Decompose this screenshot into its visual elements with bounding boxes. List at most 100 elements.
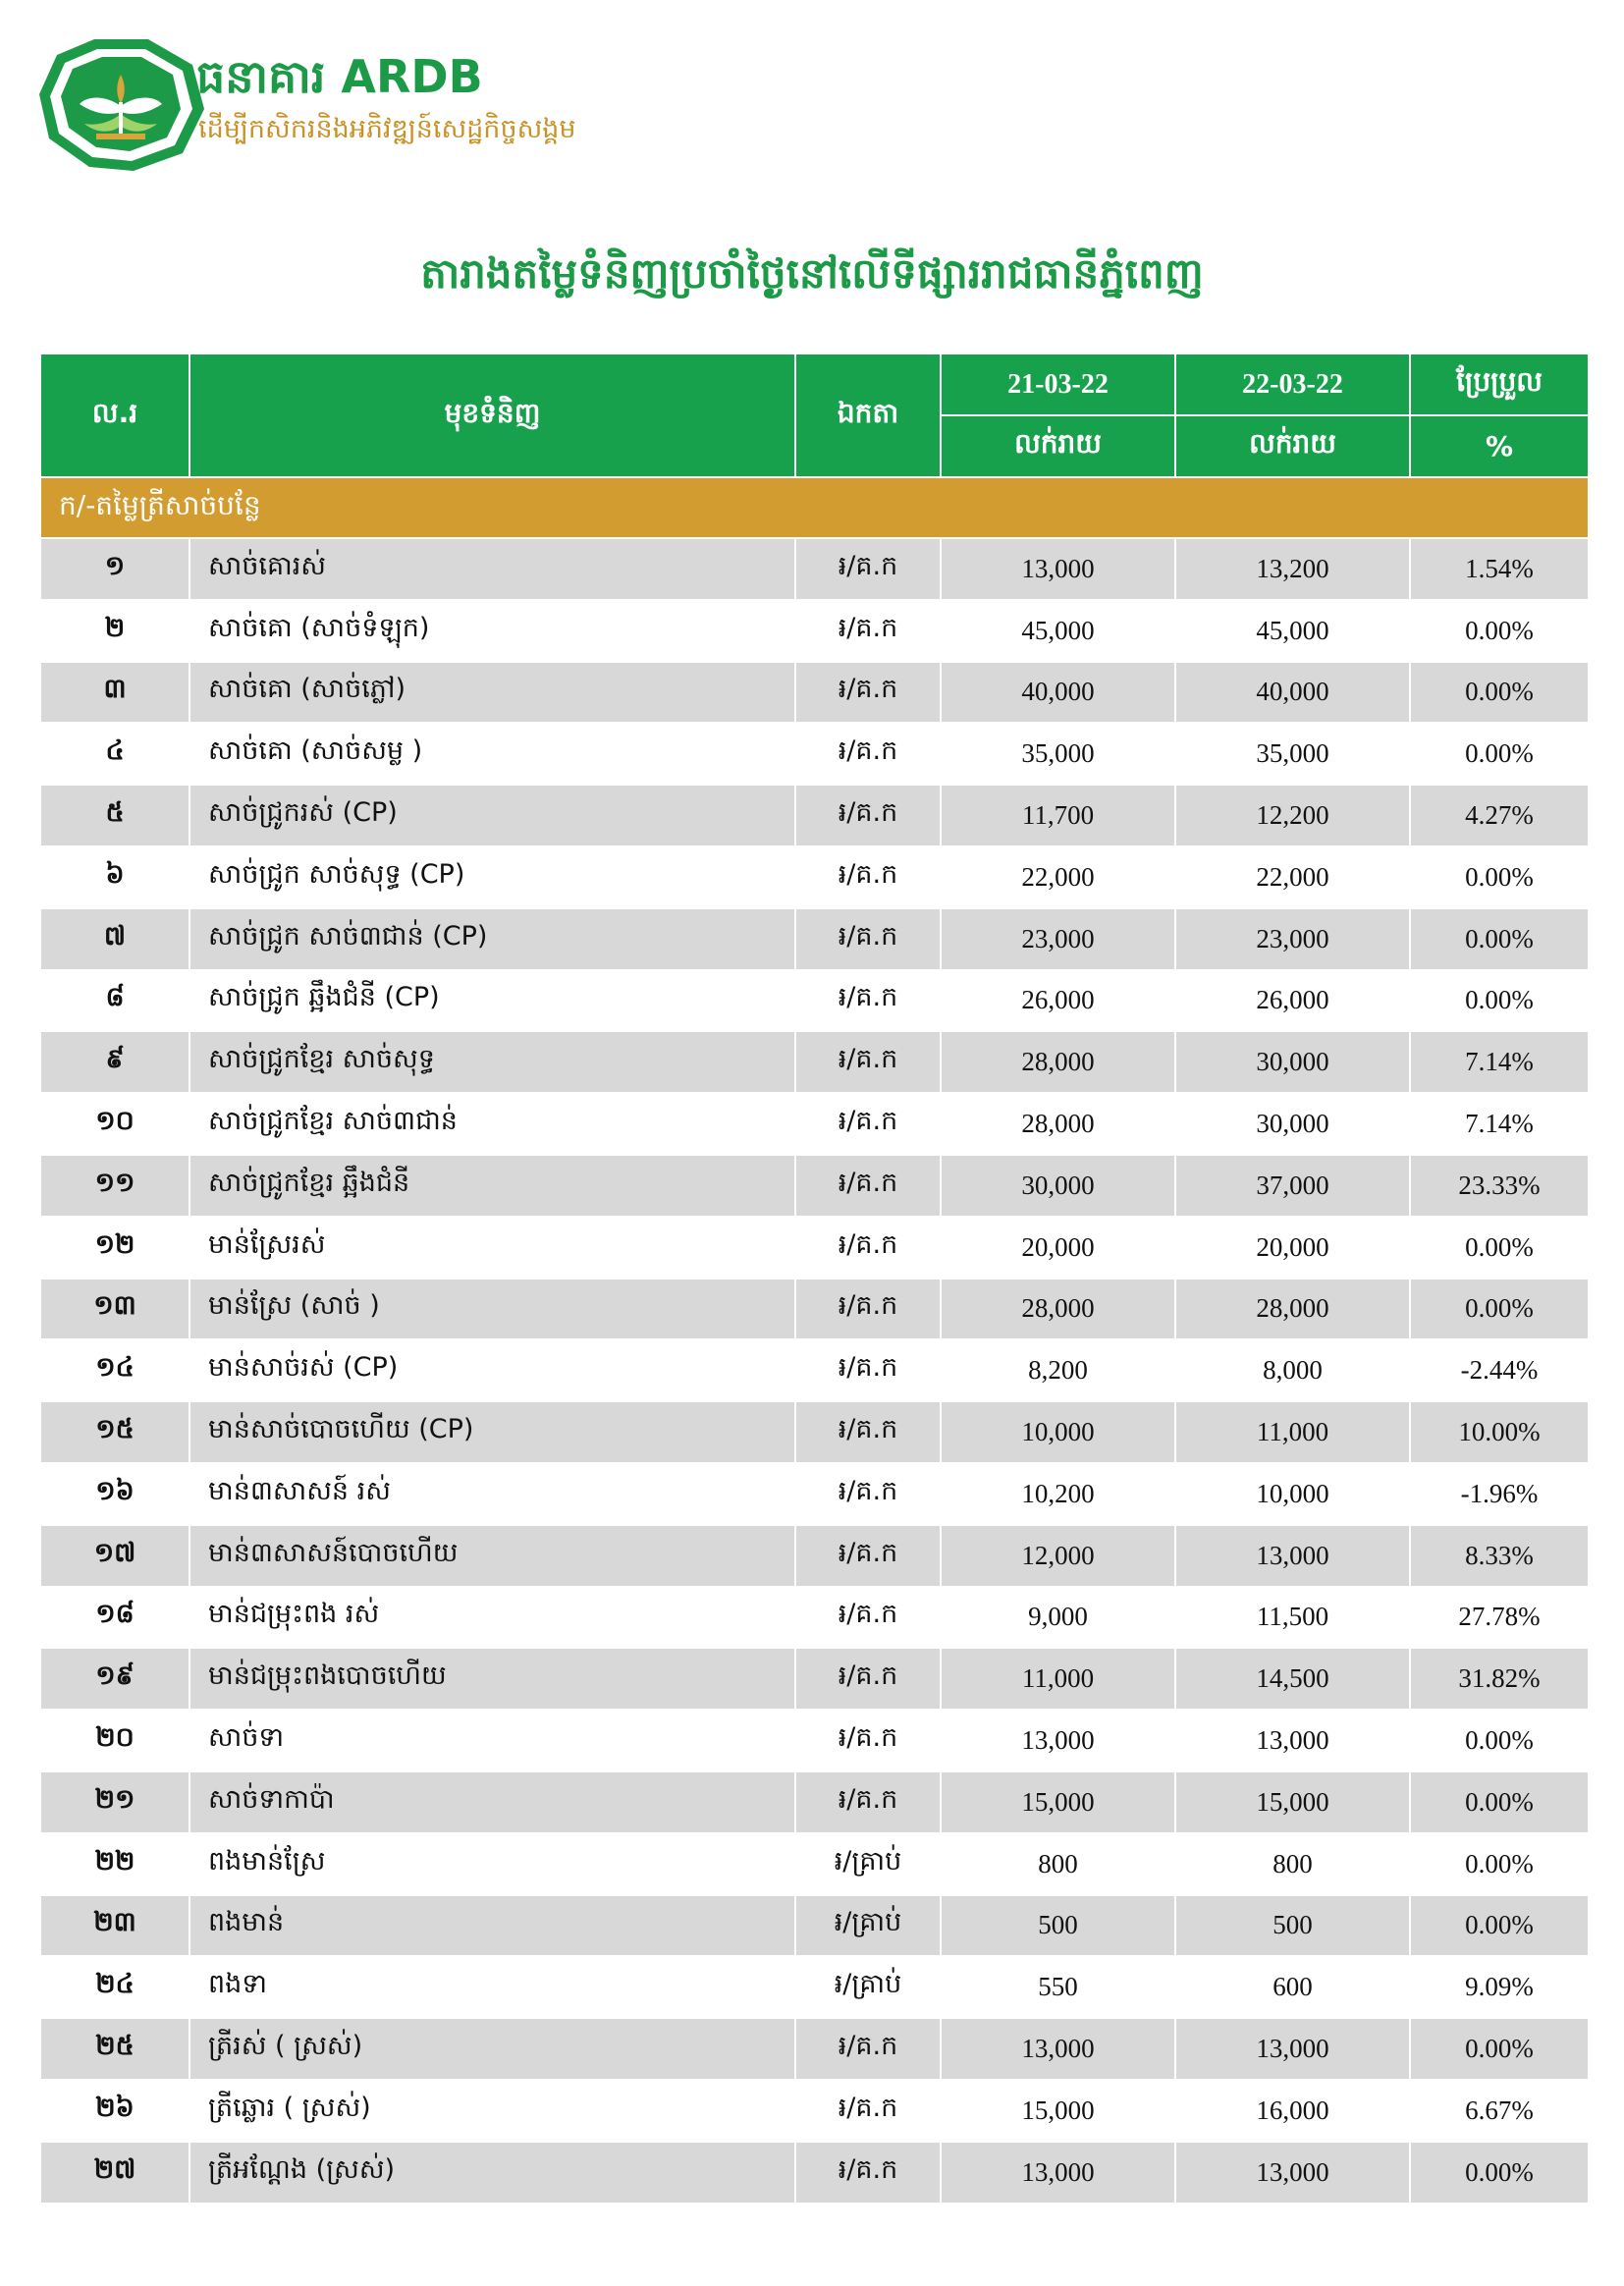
table-cell: ១១ bbox=[39, 1153, 190, 1218]
table-row: ៨សាច់ជ្រូក ឆ្អឹងជំនី (CP) ៛/គ.ក 26,000 26,0… bbox=[39, 968, 1590, 1033]
table-cell: សាច់ជ្រូក សាច់សុទ្ធ (CP) bbox=[189, 844, 796, 909]
table-cell: មាន់សាច់បោចហើយ (CP) bbox=[189, 1400, 796, 1464]
table-cell: ១៤ bbox=[39, 1338, 190, 1403]
table-cell: 600 bbox=[1174, 1955, 1411, 2020]
header-cell: % bbox=[1409, 414, 1590, 478]
table-cell: 30,000 bbox=[1174, 1092, 1411, 1156]
table-cell: 13,000 bbox=[1174, 1709, 1411, 1772]
table-cell: ៛/គ.ក bbox=[794, 844, 942, 909]
table-cell: ៣ bbox=[39, 660, 190, 725]
table-cell: មាន់៣សាសន៍ រស់ bbox=[189, 1461, 796, 1526]
table-cell: ១៣ bbox=[39, 1277, 190, 1341]
table-cell: ៛/គ.ក bbox=[794, 1277, 942, 1341]
table-cell: 20,000 bbox=[940, 1215, 1176, 1279]
header-cell: 22-03-22 bbox=[1174, 353, 1411, 416]
table-cell: ៛/គ.ក bbox=[794, 968, 942, 1033]
table-cell: ៛/គ.ក bbox=[794, 1647, 942, 1712]
table-cell: ៛/គ.ក bbox=[794, 598, 942, 663]
table-row: ១សាច់គោរស់ ៛/គ.ក 13,000 13,200 1.54% bbox=[39, 537, 1590, 601]
table-cell: 550 bbox=[940, 1955, 1176, 2020]
table-row: ១៧ មាន់៣សាសន៍បោចហើយ ៛/គ.ក 12,000 13,000 8.33% bbox=[39, 1523, 1590, 1588]
table-cell: 500 bbox=[940, 1893, 1176, 1958]
table-cell: 28,000 bbox=[940, 1277, 1176, 1341]
table-cell: ៛/គ.ក bbox=[794, 537, 942, 601]
table-row: ១៦ មាន់៣សាសន៍ រស់ ៛/គ.ក 10,200 10,000 -1.96% bbox=[39, 1461, 1590, 1526]
table-row: ៧សាច់ជ្រូក សាច់៣ជាន់ (CP) ៛/គ.ក 23,000 23,0… bbox=[39, 906, 1590, 971]
table-cell: ១២ bbox=[39, 1215, 190, 1279]
table-cell: សាច់ជ្រូកខ្មែរ សាច់សុទ្ធ bbox=[189, 1030, 796, 1095]
table-cell: សាច់ជ្រូករស់ (CP) bbox=[189, 784, 796, 847]
header-cell: 21-03-22 bbox=[940, 353, 1176, 416]
table-cell: 40,000 bbox=[940, 660, 1176, 725]
table-row: ១២ មាន់ស្រែរស់ ៛/គ.ក 20,000 20,000 0.00% bbox=[39, 1215, 1590, 1279]
table-cell: ៛/គ.ក bbox=[794, 2140, 942, 2204]
table-cell: -2.44% bbox=[1409, 1338, 1590, 1403]
table-row: ១៩ មាន់ជម្រុះពងបោចហើយ ៛/គ.ក 11,000 14,500 31.… bbox=[39, 1647, 1590, 1712]
table-cell: 13,000 bbox=[940, 537, 1176, 601]
table-cell: 8.33% bbox=[1409, 1523, 1590, 1588]
table-cell: 15,000 bbox=[1174, 1769, 1411, 1834]
table-row: ១៣ មាន់ស្រែ (សាច់ ) ៛/គ.ក 28,000 28,000 0.00% bbox=[39, 1277, 1590, 1341]
table-cell: 22,000 bbox=[940, 844, 1176, 909]
table-cell: ៛/គ.ក bbox=[794, 1769, 942, 1834]
table-cell: ៨ bbox=[39, 968, 190, 1033]
table-cell: ២១ bbox=[39, 1769, 190, 1834]
table-cell: ៛/គ.ក bbox=[794, 1585, 942, 1650]
table-cell: សាច់ជ្រូកខ្មែរ ឆ្អឹងជំនី bbox=[189, 1153, 796, 1218]
table-cell: ១៩ bbox=[39, 1647, 190, 1712]
table-cell: ពងទា bbox=[189, 1955, 796, 2020]
table-header: ល.រ មុខទំនិញ ឯកតា 21-03-22 22-03-22 ប្រែ… bbox=[39, 353, 1590, 478]
table-cell: 22,000 bbox=[1174, 844, 1411, 909]
table-cell: 0.00% bbox=[1409, 1769, 1590, 1834]
table-cell: 15,000 bbox=[940, 2078, 1176, 2143]
table-cell: ៦ bbox=[39, 844, 190, 909]
table-row: ១៥ មាន់សាច់បោចហើយ (CP) ៛/គ.ក 10,000 11,000 10… bbox=[39, 1400, 1590, 1464]
table-row: ៦សាច់ជ្រូក សាច់សុទ្ធ (CP) ៛/គ.ក 22,000 22,0… bbox=[39, 844, 1590, 909]
table-cell: ៛/គ.ក bbox=[794, 906, 942, 971]
table-cell: ៛/គ្រាប់ bbox=[794, 1893, 942, 1958]
table-cell: ៩ bbox=[39, 1030, 190, 1095]
table-cell: 0.00% bbox=[1409, 1709, 1590, 1772]
table-cell: ១៦ bbox=[39, 1461, 190, 1526]
logo bbox=[39, 39, 204, 171]
table-cell: មាន់ស្រែ (សាច់ ) bbox=[189, 1277, 796, 1341]
table-cell: 800 bbox=[1174, 1831, 1411, 1896]
table-cell: 30,000 bbox=[1174, 1030, 1411, 1095]
table-cell: ៛/គ.ក bbox=[794, 722, 942, 787]
table-cell: 0.00% bbox=[1409, 1277, 1590, 1341]
table-cell: ១ bbox=[39, 537, 190, 601]
table-cell: 30,000 bbox=[940, 1153, 1176, 1218]
table-cell: ៛/គ.ក bbox=[794, 1709, 942, 1772]
table-cell: 0.00% bbox=[1409, 2017, 1590, 2081]
table-cell: 15,000 bbox=[940, 1769, 1176, 1834]
table-cell: 0.00% bbox=[1409, 598, 1590, 663]
table-cell: ២៥ bbox=[39, 2017, 190, 2081]
table-cell: ត្រីអណ្តែង (ស្រស់) bbox=[189, 2140, 796, 2204]
table-cell: 23,000 bbox=[940, 906, 1176, 971]
table-row: ៣សាច់គោ (សាច់ភ្លៅ) ៛/គ.ក 40,000 40,000 0.00% bbox=[39, 660, 1590, 725]
table-cell: សាច់ជ្រូក ឆ្អឹងជំនី (CP) bbox=[189, 968, 796, 1033]
table-cell: 0.00% bbox=[1409, 906, 1590, 971]
table-cell: ២ bbox=[39, 598, 190, 663]
table-cell: ២៦ bbox=[39, 2078, 190, 2143]
table-cell: 1.54% bbox=[1409, 537, 1590, 601]
table-cell: សាច់ទាកាប៉ា bbox=[189, 1769, 796, 1834]
table-cell: 13,000 bbox=[1174, 1523, 1411, 1588]
table-cell: 500 bbox=[1174, 1893, 1411, 1958]
table-cell: 45,000 bbox=[1174, 598, 1411, 663]
table-cell: ៥ bbox=[39, 784, 190, 847]
slogan: ដើម្បីកសិករនិងអភិវឌ្ឍន៍សេដ្ឋកិច្ចសង្គម bbox=[198, 114, 576, 144]
table-cell: 35,000 bbox=[940, 722, 1176, 787]
table-cell: 10,000 bbox=[1174, 1461, 1411, 1526]
table-cell: សាច់ទា bbox=[189, 1709, 796, 1772]
table-cell: ១៧ bbox=[39, 1523, 190, 1588]
table-cell: 13,000 bbox=[940, 2140, 1176, 2204]
table-cell: 28,000 bbox=[1174, 1277, 1411, 1341]
table-cell: 10,000 bbox=[940, 1400, 1176, 1464]
table-cell: ពងមាន់ bbox=[189, 1893, 796, 1958]
table-row: ១០ សាច់ជ្រូកខ្មែរ សាច់៣ជាន់ ៛/គ.ក 28,000 30,… bbox=[39, 1092, 1590, 1156]
table-cell: 13,000 bbox=[1174, 2140, 1411, 2204]
table-cell: មាន់៣សាសន៍បោចហើយ bbox=[189, 1523, 796, 1588]
table-cell: សាច់គោ (សាច់សម្ល ) bbox=[189, 722, 796, 787]
